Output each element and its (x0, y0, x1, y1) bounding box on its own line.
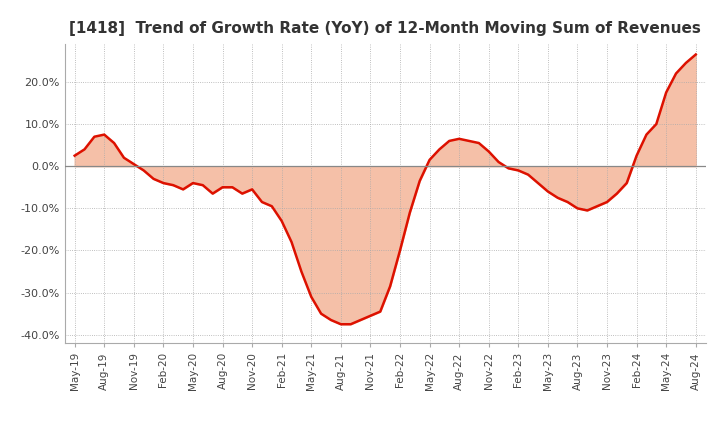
Title: [1418]  Trend of Growth Rate (YoY) of 12-Month Moving Sum of Revenues: [1418] Trend of Growth Rate (YoY) of 12-… (69, 21, 701, 36)
